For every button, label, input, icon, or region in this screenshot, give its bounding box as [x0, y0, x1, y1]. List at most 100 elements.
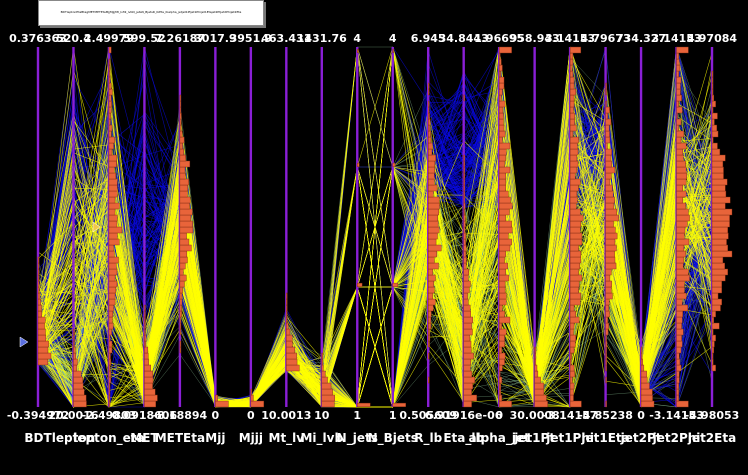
histogram-bar — [108, 130, 112, 138]
histogram-bar — [463, 184, 465, 192]
histogram-bar — [250, 394, 254, 402]
histogram-bar — [463, 190, 465, 198]
histogram-bar — [463, 370, 473, 378]
title-box[interactable]: BDTleptonEtaBtagMETMETEtaMjjMjjjMt_lvMi_… — [38, 0, 264, 26]
histogram-bar — [428, 238, 437, 246]
histogram-bar — [605, 298, 610, 306]
histogram-bar — [428, 88, 430, 96]
histogram-bar — [463, 346, 472, 354]
histogram-bar — [108, 358, 112, 366]
axis-min-label: 0 — [247, 409, 255, 422]
histogram-bar — [711, 250, 733, 258]
axis-histogram — [215, 394, 229, 408]
histogram-bar — [463, 178, 465, 186]
histogram-bar — [498, 274, 510, 282]
axis-min-label: -3.14157 — [543, 409, 598, 422]
axis-min-label: 10 — [314, 409, 330, 422]
range-marker[interactable] — [19, 336, 29, 348]
histogram-bar — [428, 136, 432, 144]
histogram-bar — [463, 364, 471, 372]
histogram-bar — [144, 316, 146, 324]
histogram-bar — [605, 304, 610, 312]
histogram-bar — [463, 208, 466, 216]
histogram-bar — [676, 202, 686, 210]
histogram-bar — [711, 316, 715, 324]
histogram-bar — [711, 106, 714, 114]
histogram-bar — [605, 262, 617, 270]
range-markers-layer[interactable] — [19, 221, 101, 348]
histogram-bar — [676, 106, 683, 114]
histogram-bar — [711, 226, 728, 234]
histogram-bar — [73, 340, 75, 348]
histogram-bar — [463, 358, 471, 366]
histogram-bar — [428, 214, 438, 222]
axis-name-label: jet2Phi — [652, 431, 701, 445]
histogram-bar — [108, 118, 111, 126]
histogram-bar — [463, 298, 469, 306]
histogram-bar — [711, 178, 728, 186]
histogram-bar — [108, 226, 123, 234]
histogram-bar — [108, 250, 115, 258]
histogram-bar — [569, 400, 582, 408]
histogram-bar — [605, 148, 612, 156]
histogram-bar — [108, 322, 114, 330]
histogram-bar — [711, 184, 726, 192]
axis-min-label: 20.0016 — [48, 409, 98, 422]
histogram-bar — [428, 316, 432, 324]
histogram-bar — [463, 238, 466, 246]
histogram-bar — [179, 262, 186, 270]
range-marker[interactable] — [92, 221, 101, 233]
histogram-bar — [73, 352, 76, 360]
histogram-bar — [676, 328, 684, 336]
histogram-bar — [108, 298, 116, 306]
axis-min-label: -2.49803 — [82, 409, 137, 422]
histogram-bar — [463, 250, 467, 258]
histogram-bar — [108, 286, 117, 294]
histogram-bar — [428, 244, 442, 252]
histogram-bar — [569, 286, 579, 294]
histogram-bar — [179, 286, 183, 294]
data-polyline — [37, 141, 713, 408]
axis-min-label: 0 — [637, 409, 645, 422]
histogram-bar — [711, 256, 724, 264]
histogram-bar — [286, 298, 288, 306]
histogram-bar — [498, 172, 506, 180]
histogram-bar — [286, 334, 293, 342]
histogram-bar — [676, 256, 685, 264]
histogram-bar — [498, 250, 506, 258]
axis-min-label: 30.0008 — [510, 409, 560, 422]
histogram-bar — [428, 268, 433, 276]
histogram-bar — [711, 286, 722, 294]
histogram-bar — [108, 382, 111, 390]
histogram-bar — [108, 244, 114, 252]
histogram-bar — [676, 298, 683, 306]
data-polyline — [37, 84, 713, 408]
histogram-bar — [179, 136, 185, 144]
histogram-bar — [108, 124, 113, 132]
histogram-bar — [286, 304, 288, 312]
histogram-bar — [179, 244, 192, 252]
histogram-bar — [605, 376, 607, 384]
histogram-bar — [108, 142, 114, 150]
histogram-bar — [392, 402, 406, 407]
histogram-bar — [676, 124, 679, 132]
histogram-bar — [428, 256, 435, 264]
histogram-bar — [179, 208, 193, 216]
histogram-bar — [179, 172, 186, 180]
axis-min-label: 1 — [389, 409, 397, 422]
histogram-bar — [569, 76, 575, 84]
axis-histogram — [605, 82, 619, 408]
histogram-bar — [144, 364, 152, 372]
histogram-bar — [179, 304, 182, 312]
axis-max-label: 6.945 — [411, 32, 446, 45]
histogram-bar — [711, 322, 720, 330]
histogram-bar — [711, 124, 718, 132]
axis-name-label: Mt_lv — [269, 431, 305, 446]
histogram-bar — [144, 358, 149, 366]
axis-histogram — [357, 48, 371, 407]
histogram-bar — [569, 358, 572, 366]
histogram-bar — [605, 142, 608, 150]
histogram-bar — [73, 382, 84, 390]
histogram-bar — [605, 118, 612, 126]
